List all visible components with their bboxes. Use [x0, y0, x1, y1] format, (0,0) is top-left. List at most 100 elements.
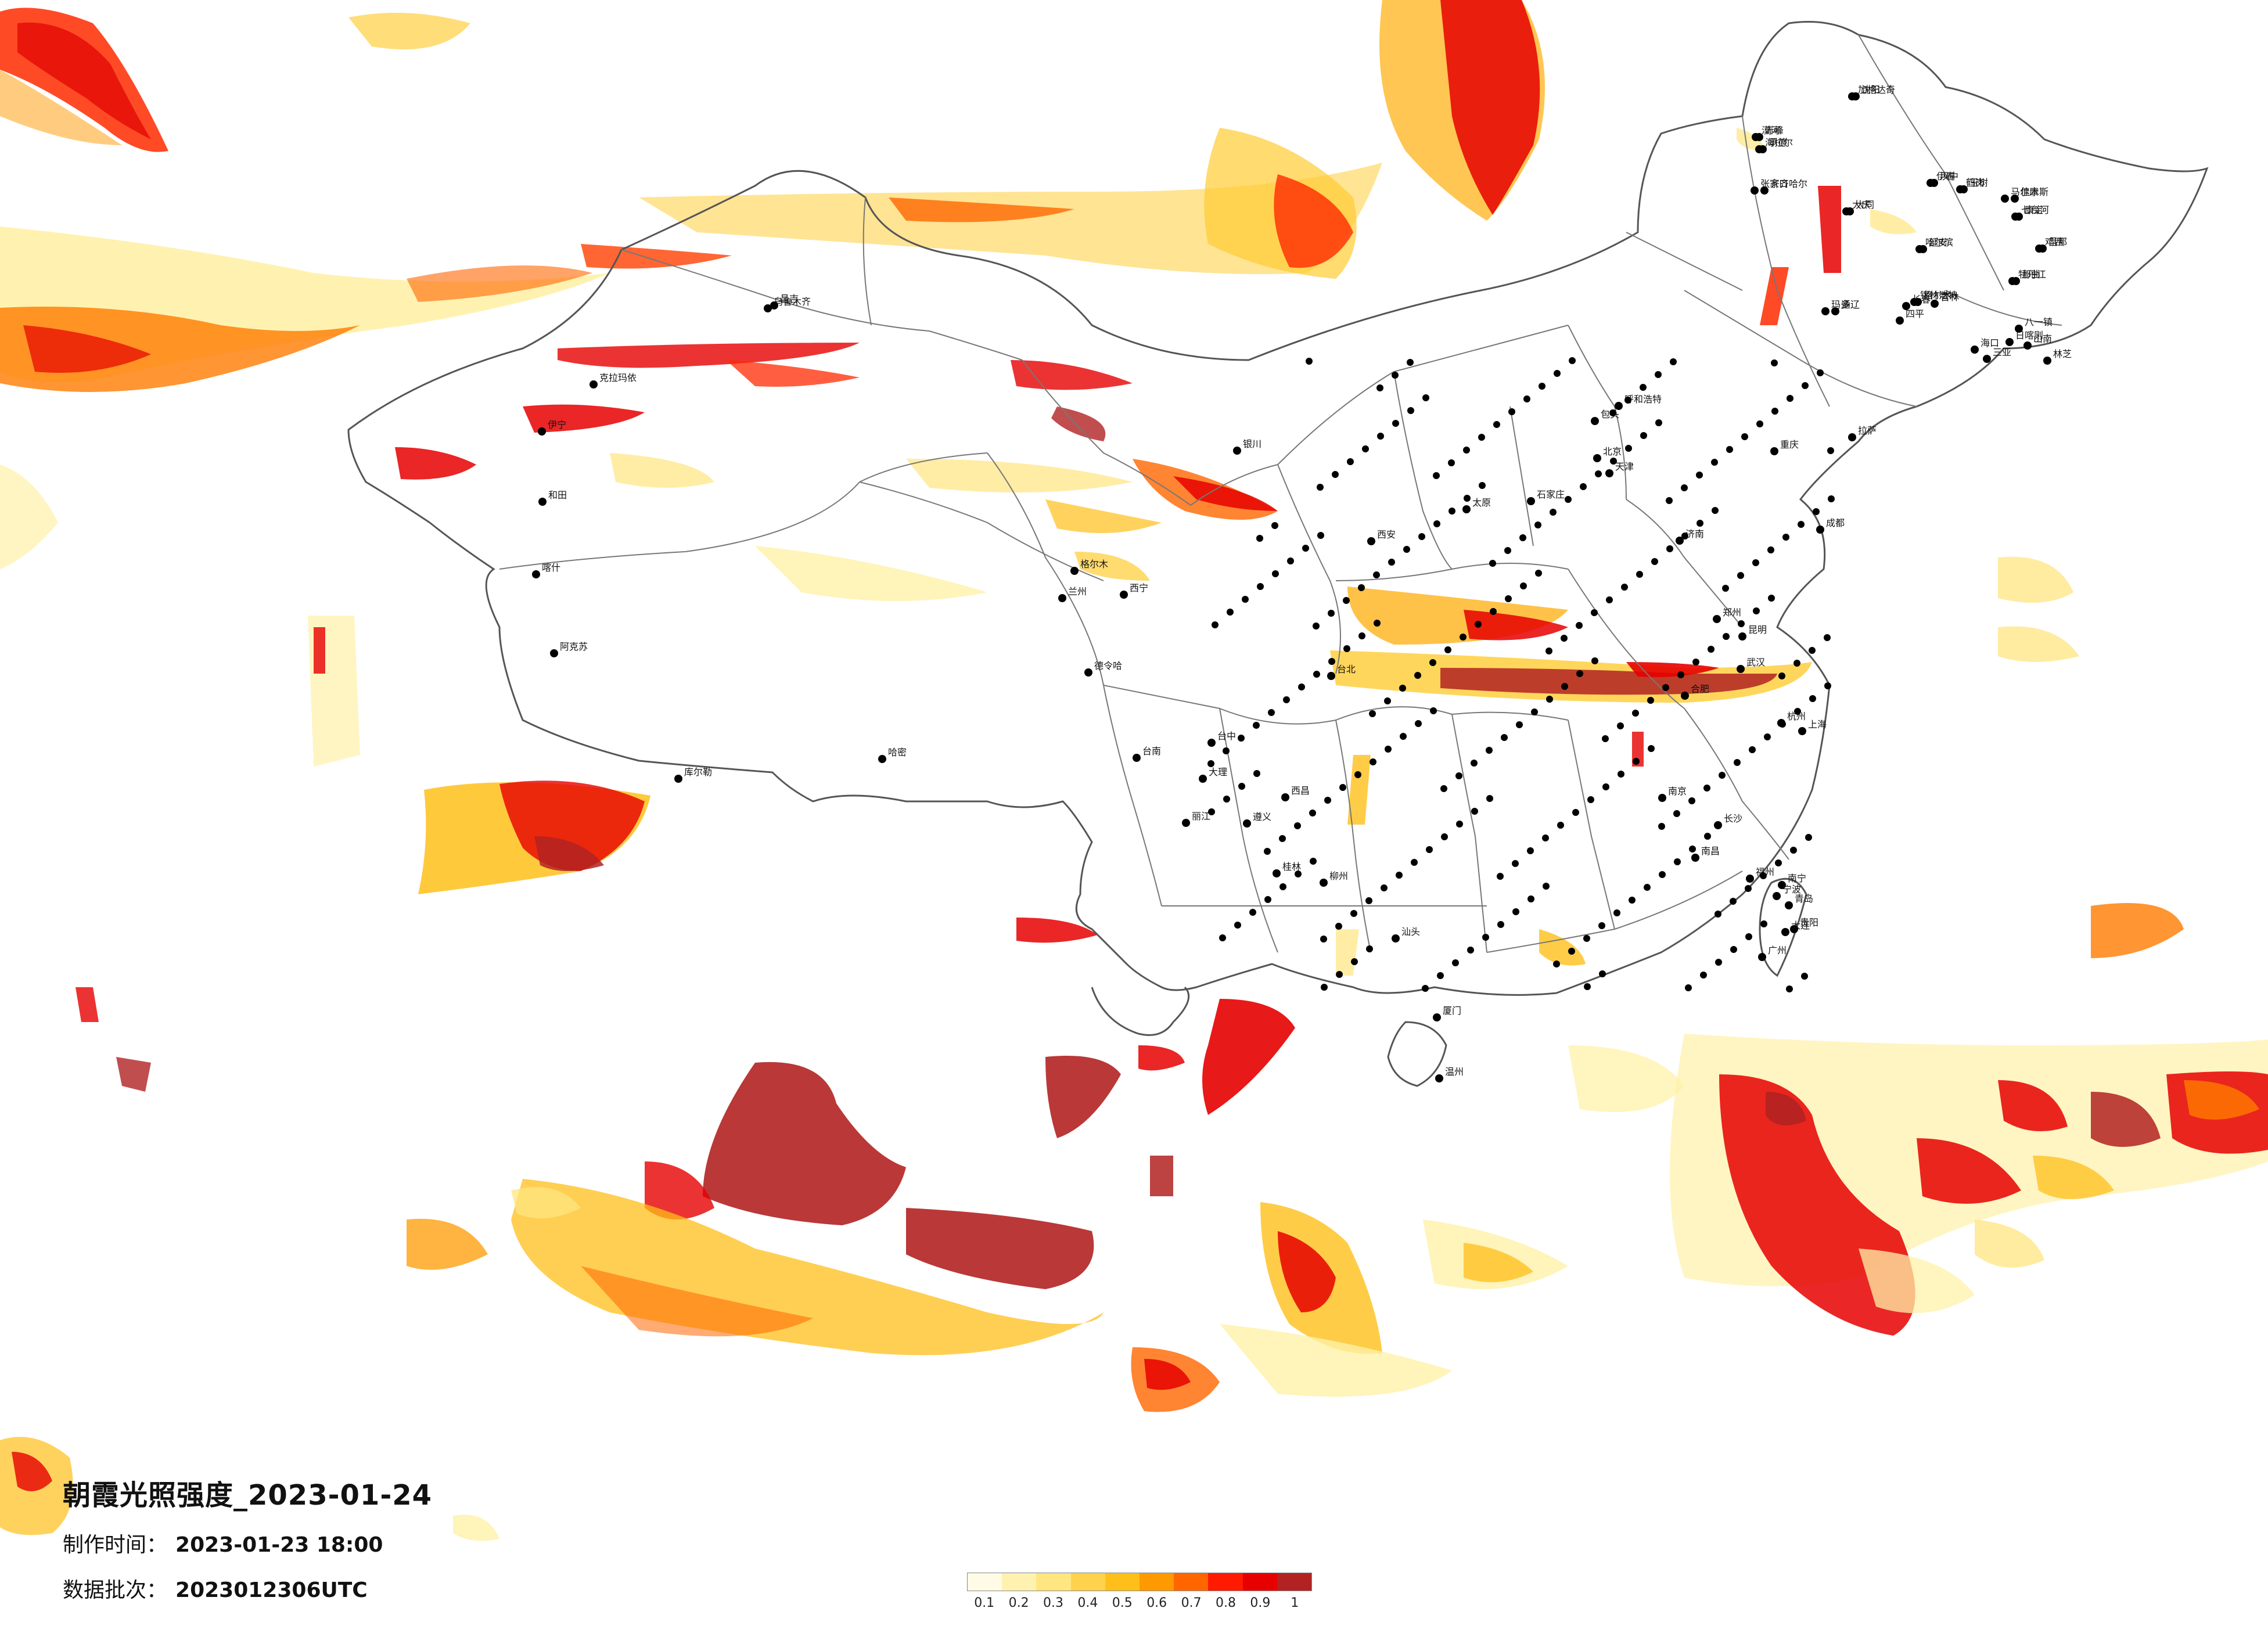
legend-swatch: [1070, 1573, 1105, 1591]
city-dot: [1182, 819, 1190, 827]
city-dot: [1688, 797, 1695, 804]
city-label: 延安: [1929, 237, 1947, 248]
city-dot: [1208, 808, 1215, 815]
city-dot: [878, 755, 886, 763]
city-dot: [1418, 533, 1425, 540]
city-dot: [1448, 459, 1455, 466]
city-dot: [1565, 496, 1572, 503]
city-label: 漠河: [1762, 125, 1780, 136]
city-dot: [2005, 338, 2014, 346]
legend-tick-label: 0.4: [1077, 1596, 1098, 1610]
city-dot: [1219, 934, 1226, 941]
city-label: 南昌: [1701, 846, 1720, 857]
city-dot: [1310, 858, 1317, 865]
city-dot: [1576, 670, 1583, 677]
city-dot: [1821, 307, 1830, 315]
city-label: 格尔木: [1924, 290, 1951, 301]
city-dot: [1317, 484, 1324, 491]
city-dot: [1504, 547, 1511, 554]
city-label: 加格达奇: [1858, 84, 1895, 95]
city-label: 日喀则: [2015, 330, 2043, 341]
data-batch-label: 数据批次：: [63, 1578, 168, 1602]
city-dot: [1827, 447, 1834, 454]
city-label: 重庆: [1780, 439, 1799, 450]
city-label: 八一镇: [2025, 316, 2053, 328]
city-dot: [1455, 772, 1462, 779]
city-dot: [1692, 659, 1699, 665]
city-dot: [1539, 383, 1545, 390]
legend-swatch: [968, 1573, 1002, 1591]
city-dot: [1527, 895, 1534, 902]
city-dot: [1572, 809, 1579, 816]
city-label: 丽江: [1192, 811, 1210, 822]
city-dot: [1489, 560, 1496, 567]
city-dot: [1317, 532, 1324, 539]
city-label: 昌吉: [780, 293, 799, 304]
legend-swatch: [1174, 1573, 1209, 1591]
city-dot: [590, 380, 598, 388]
city-dot: [1392, 934, 1400, 942]
city-label: 康定: [2025, 204, 2043, 215]
legend-swatch: [1208, 1573, 1243, 1591]
city-dot: [1501, 734, 1508, 741]
city-dot: [1846, 207, 1854, 215]
legend-tick-label: 0.7: [1181, 1596, 1202, 1610]
legend-tick-label: 0.3: [1043, 1596, 1063, 1610]
city-dot: [1659, 871, 1666, 878]
city-label: 银川: [1243, 438, 1261, 449]
city-dot: [1738, 632, 1746, 641]
city-dot: [1676, 537, 1684, 545]
city-dot: [1746, 875, 1754, 883]
city-dot: [1199, 775, 1207, 783]
city-dot: [1257, 583, 1264, 590]
city-dot: [1708, 646, 1715, 653]
city-dot: [1632, 710, 1639, 717]
city-dot: [1782, 534, 1789, 541]
city-dot: [1759, 145, 1767, 153]
city-dot: [1726, 446, 1733, 453]
city-dot: [1914, 298, 1922, 306]
city-dot: [1478, 434, 1485, 441]
city-dot: [1070, 567, 1079, 575]
city-dot: [1512, 908, 1519, 915]
city-label: 克拉玛依: [599, 372, 637, 383]
city-dot: [1429, 659, 1436, 666]
color-legend: 0.1 0.2 0.3 0.4 0.5 0.6 0.7 0.8 0.9 1: [967, 1573, 1312, 1614]
city-dot: [1983, 355, 1991, 363]
legend-tick-label: 0.1: [974, 1596, 995, 1610]
city-dot: [1734, 759, 1741, 766]
city-dot: [1264, 848, 1271, 855]
city-dot: [1396, 872, 1403, 879]
city-dot: [1666, 497, 1673, 504]
city-label: 南宁: [1788, 873, 1806, 884]
city-dot: [1752, 559, 1759, 566]
city-dot: [1332, 471, 1339, 478]
city-dot: [1640, 384, 1647, 391]
city-dot: [1591, 417, 1599, 425]
city-dot: [1437, 972, 1444, 979]
city-dot: [1471, 760, 1478, 767]
city-dot: [1681, 692, 1689, 700]
city-dot: [1343, 597, 1350, 604]
city-label: 哈尔滨: [1925, 237, 1953, 248]
city-dot: [1931, 300, 1939, 308]
city-dot: [1787, 395, 1793, 402]
city-label: 喀什: [542, 562, 560, 573]
city-dot: [1794, 708, 1801, 715]
city-dot: [1651, 558, 1658, 565]
city-label: 格尔木: [1080, 559, 1108, 570]
city-dot: [1773, 892, 1781, 900]
city-dot: [1615, 402, 1623, 410]
city-dot: [1430, 707, 1437, 714]
city-dot: [1602, 783, 1609, 790]
city-dot: [1755, 133, 1763, 141]
city-dot: [550, 649, 558, 657]
city-dot: [1531, 708, 1538, 715]
city-dot: [1306, 358, 1313, 365]
city-dot: [2043, 357, 2051, 365]
city-dot: [1802, 382, 1809, 389]
city-label: 三亚: [1993, 347, 2011, 358]
city-dot: [1452, 959, 1459, 966]
city-dot: [1283, 696, 1290, 703]
